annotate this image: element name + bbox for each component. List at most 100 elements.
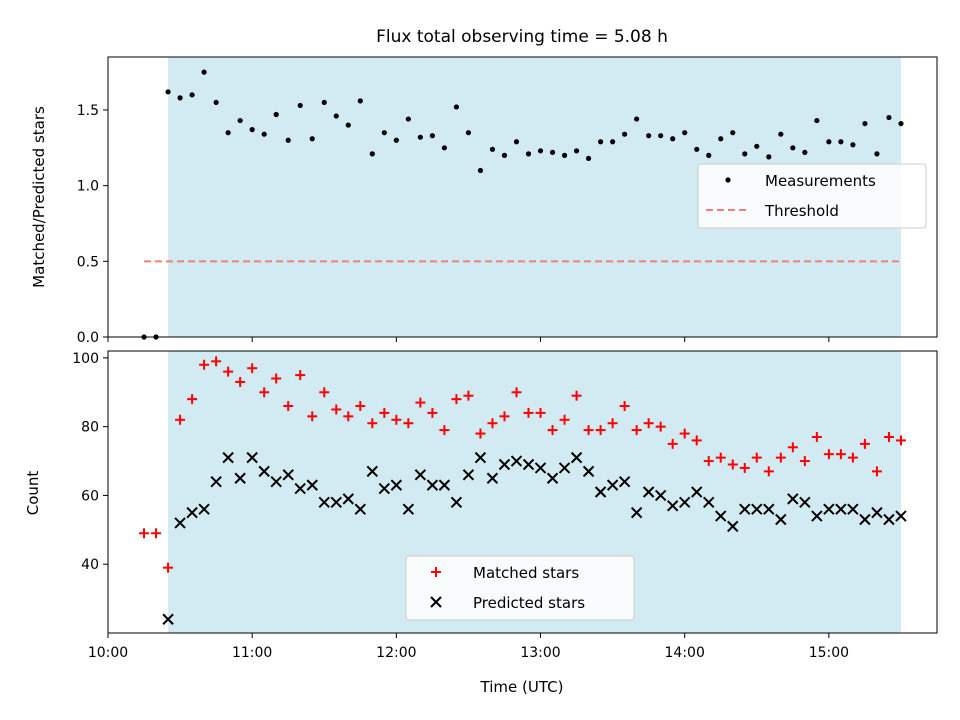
predicted-star-point [835, 503, 847, 515]
measurement-point [465, 130, 472, 136]
top-panel-frame [107, 56, 938, 338]
predicted-star-point [366, 465, 379, 478]
predicted-star-point [534, 462, 547, 474]
measurement-point [501, 152, 508, 158]
xtick-label: 12:00 [376, 645, 416, 661]
matched-star-point [175, 414, 186, 425]
measurement-point [453, 104, 460, 110]
measurement-point [297, 102, 303, 109]
predicted-star-point [162, 613, 174, 625]
predicted-star-point [823, 503, 835, 515]
measurement-point [766, 154, 772, 160]
matched-star-point [295, 370, 306, 381]
matched-star-point [751, 452, 762, 463]
predicted-star-point [703, 496, 715, 509]
measurement-point [838, 139, 844, 145]
legend-label: Measurements [765, 172, 876, 190]
predicted-star-point [727, 520, 739, 533]
matched-star-point [547, 425, 558, 436]
matched-star-point [475, 428, 486, 439]
matched-star-point [319, 387, 330, 398]
matched-star-point [247, 363, 258, 374]
measurement-point [321, 99, 327, 106]
predicted-star-point [799, 496, 811, 509]
top-ylabel: Matched/Predicted stars [30, 106, 48, 288]
matched-star-point [535, 407, 546, 418]
legend-label: Threshold [764, 202, 839, 220]
ytick-label: 0.5 [77, 254, 99, 270]
predicted-star-point [847, 503, 859, 515]
matched-star-point [763, 466, 774, 477]
predicted-star-point [606, 479, 619, 491]
matched-star-point [703, 456, 714, 467]
matched-star-point [307, 411, 318, 422]
measurement-point [597, 139, 604, 145]
predicted-star-point [306, 479, 318, 491]
bottom-series [139, 356, 907, 625]
predicted-star-point [246, 451, 258, 464]
measurement-point [261, 131, 267, 137]
measurement-point [549, 149, 556, 155]
measurement-point [369, 151, 375, 157]
predicted-star-point [390, 479, 403, 491]
matched-star-point [499, 411, 510, 422]
measurement-point [273, 111, 279, 118]
measurement-point [730, 130, 736, 136]
predicted-star-point [895, 510, 907, 522]
predicted-star-point [871, 506, 883, 519]
matched-star-point [739, 462, 750, 473]
measurement-point [525, 151, 532, 157]
predicted-star-point [318, 496, 330, 509]
measurement-point [189, 92, 195, 98]
predicted-star-point [450, 496, 463, 509]
ytick-label: 40 [81, 557, 99, 573]
predicted-star-point [510, 455, 523, 467]
measurement-point [489, 146, 496, 152]
bottom-panel-frame [107, 350, 938, 634]
matched-star-point [691, 435, 702, 446]
predicted-star-point [174, 517, 186, 529]
measurement-point [610, 139, 616, 145]
predicted-star-point [486, 472, 499, 484]
matched-star-point [439, 425, 450, 436]
measurement-point [658, 133, 664, 139]
predicted-star-point [258, 465, 270, 478]
matched-star-point [595, 425, 606, 436]
matched-star-point [859, 438, 870, 449]
predicted-star-point [811, 510, 823, 522]
matched-star-point [847, 452, 858, 463]
predicted-star-point [630, 506, 643, 519]
measurement-point [405, 116, 411, 122]
matched-star-point [343, 411, 354, 422]
predicted-star-point [787, 493, 799, 505]
matched-star-point [259, 387, 270, 398]
measurement-point [429, 133, 435, 139]
predicted-star-point [618, 475, 631, 488]
measurement-point [754, 143, 760, 149]
measurement-point [802, 149, 808, 155]
predicted-star-point [570, 451, 583, 464]
legend-plus-marker [431, 567, 441, 577]
ytick-label: 0.0 [77, 330, 99, 346]
predicted-star-point [751, 503, 763, 515]
legend-x-marker [430, 596, 442, 608]
ytick-label: 1.0 [77, 179, 99, 195]
predicted-star-point [775, 513, 787, 526]
matched-star-point [667, 438, 678, 449]
legend-label: Matched stars [473, 564, 579, 582]
legend-box [405, 555, 635, 621]
top-panel: 0.0 0.5 1.0 1.5 Matched/Predicted stars Mea… [30, 56, 938, 346]
predicted-star-point [474, 451, 487, 464]
matched-star-point [811, 431, 822, 442]
ytick-label: 100 [72, 351, 99, 367]
bottom-ylabel: Count [24, 471, 42, 516]
matched-star-point [787, 442, 798, 453]
predicted-star-point [234, 472, 246, 484]
matched-star-point [799, 456, 810, 467]
bottom-xlabel: Time (UTC) [480, 678, 564, 696]
matched-star-point [643, 418, 654, 429]
legend-label: Predicted stars [473, 594, 585, 612]
predicted-star-point [330, 496, 342, 509]
measurement-point [561, 152, 568, 158]
